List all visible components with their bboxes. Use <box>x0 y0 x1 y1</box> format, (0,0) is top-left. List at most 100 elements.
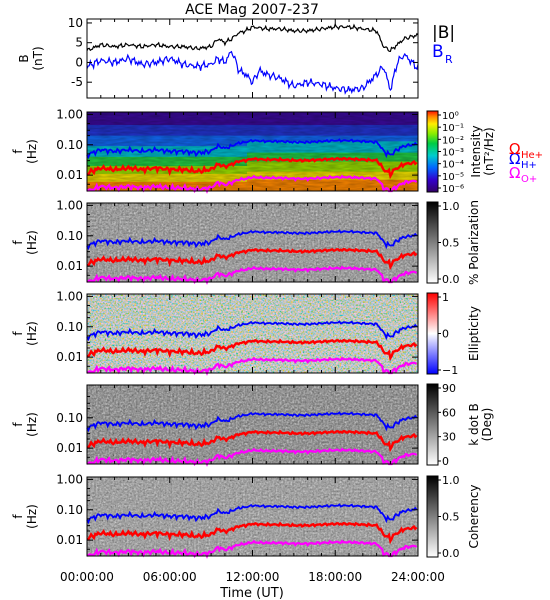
coherency-spectrogram-panel: 1.00 0.10 0.01 f (Hz) 1.0 0.5 0.0 Coherency <box>11 472 481 560</box>
polarization-spectrogram-panel: 1.00 0.10 0.01 f (Hz) 1.0 0.5 0.0 % Polarization <box>11 198 481 286</box>
colorbar-tick-label: 0 <box>442 328 449 341</box>
y-axis-unit: (Hz) <box>25 504 39 529</box>
gyro-o-plus-line <box>86 447 418 467</box>
y-tick-label: 1.00 <box>56 472 83 486</box>
colorbar-label: k dot B <box>467 403 481 445</box>
colorbar-unit: (Deg) <box>480 408 494 442</box>
y-tick-label: 0.10 <box>56 320 83 334</box>
k-dot-b-spectrogram-panel: 0.10 0.01 f (Hz) 90 60 30 0 k dot B (Deg) <box>11 382 494 468</box>
colorbar-tick-label: 10⁻² <box>442 135 464 146</box>
legend-b-r: B R <box>432 42 453 66</box>
time-axis-label: Time (UT) <box>219 586 284 600</box>
gyro-he-plus-line <box>86 338 418 362</box>
y-axis-unit: (Hz) <box>25 412 39 437</box>
x-tick-label: 24:00:00 <box>391 570 445 584</box>
plot-background <box>87 19 418 98</box>
gyro-o-plus-line <box>86 539 418 559</box>
colorbar-tick-label: 10⁻⁵ <box>442 172 464 183</box>
colorbar-tick-label: 1 <box>442 291 449 304</box>
y-axis-unit: (nT) <box>31 46 45 70</box>
y-tick-label: 1.00 <box>56 107 83 121</box>
legend-b-r-subscript: R <box>445 53 453 66</box>
colorbar <box>426 201 439 284</box>
colorbar-tick-label: 30 <box>442 431 456 444</box>
legend-h-plus-symbol: Ω <box>509 150 520 168</box>
y-tick-label: 10 <box>68 16 83 30</box>
legend-he-plus-symbol: Ω <box>509 140 520 158</box>
gyro-h-plus-line <box>86 411 418 433</box>
y-axis-label: f <box>11 240 25 245</box>
colorbar-tick-label: 1.0 <box>442 474 460 487</box>
figure-title: ACE Mag 2007-237 <box>185 2 319 18</box>
gyro-h-plus-line <box>86 503 418 525</box>
colorbar-tick-label: 0.5 <box>442 511 460 524</box>
y-tick-label: 5 <box>75 36 83 50</box>
series-line-b-r <box>86 50 419 95</box>
colorbar <box>426 475 439 558</box>
legend-b-total: |B| <box>432 23 455 43</box>
gyro-he-plus-line <box>86 429 418 453</box>
y-axis-label: f <box>11 422 25 427</box>
gyro-o-plus-line <box>86 356 418 376</box>
y-tick-label: 0.01 <box>56 533 83 547</box>
gyro-h-plus-line <box>86 320 418 342</box>
y-axis-label: B <box>17 54 31 62</box>
y-axis-unit: (Hz) <box>25 230 39 255</box>
y-axis-label: f <box>11 149 25 154</box>
y-tick-label: 0.01 <box>56 259 83 273</box>
colorbar-tick-label: 10⁻³ <box>442 148 464 159</box>
colorbar-tick-label: 0.5 <box>442 237 460 250</box>
legend-b-r-label: B <box>432 42 444 62</box>
colorbar-tick-label: −1 <box>442 364 458 377</box>
colorbar-label: Intensity <box>469 125 483 177</box>
y-tick-label: 0.10 <box>56 138 83 152</box>
gyro-o-plus-line <box>86 174 418 194</box>
x-tick-label: 18:00:00 <box>308 570 362 584</box>
gyro-he-plus-line <box>86 247 418 271</box>
x-tick-label: 00:00:00 <box>60 570 114 584</box>
y-axis-unit: (Hz) <box>25 139 39 164</box>
colorbar <box>426 383 439 466</box>
gyro-o-plus-line <box>86 265 418 285</box>
series-line-b-total <box>86 22 419 53</box>
y-tick-label: 0.10 <box>56 229 83 243</box>
x-tick-label: 06:00:00 <box>143 570 197 584</box>
legend-o-plus-symbol: Ω <box>509 164 520 182</box>
colorbar-tick-label: 10⁻¹ <box>442 123 464 134</box>
colorbar-tick-label: 0.0 <box>442 273 460 286</box>
colorbar-tick-label: 10⁻⁴ <box>442 160 464 171</box>
y-axis-unit: (Hz) <box>25 321 39 346</box>
colorbar-tick-label: 60 <box>442 406 456 419</box>
y-tick-label: 0.01 <box>56 350 83 364</box>
y-tick-label: 0.01 <box>56 441 83 455</box>
gyro-he-plus-line <box>86 156 418 180</box>
colorbar-tick-label: 10⁻⁶ <box>442 184 464 195</box>
y-tick-label: 0.10 <box>56 503 83 517</box>
y-tick-label: 0.01 <box>56 168 83 182</box>
y-tick-label: 1.00 <box>56 289 83 303</box>
gyro-h-plus-line <box>86 229 418 251</box>
y-axis-label: f <box>11 514 25 519</box>
y-tick-label: -5 <box>71 75 83 89</box>
colorbar-unit: (nT²/Hz) <box>482 127 496 175</box>
colorbar-tick-label: 90 <box>442 382 456 395</box>
y-axis-label: f <box>11 331 25 336</box>
colorbar <box>426 110 439 193</box>
colorbar-tick-label: 0 <box>442 455 449 468</box>
gyrofrequency-legend: Ω H+ Ω He+ Ω O+ <box>509 140 543 185</box>
legend-he-plus-sub: He+ <box>521 150 543 161</box>
time-axis: 00:00:00 06:00:00 12:00:00 18:00:00 24:00:00 <box>60 19 445 584</box>
colorbar <box>426 292 439 375</box>
ellipticity-spectrogram-panel: 1.00 0.10 0.01 f (Hz) 1 0 −1 Ellipticity <box>11 289 481 377</box>
y-tick-label: 0 <box>75 55 83 69</box>
y-tick-label: 0.10 <box>56 411 83 425</box>
legend-o-plus-sub: O+ <box>521 174 537 185</box>
colorbar-tick-label: 0.0 <box>442 547 460 560</box>
colorbar-label: Ellipticity <box>467 306 481 361</box>
gyro-he-plus-line <box>86 521 418 545</box>
colorbar-label: % Polarization <box>467 200 481 285</box>
gyro-h-plus-line <box>86 138 418 160</box>
colorbar-label: Coherency <box>467 484 481 548</box>
